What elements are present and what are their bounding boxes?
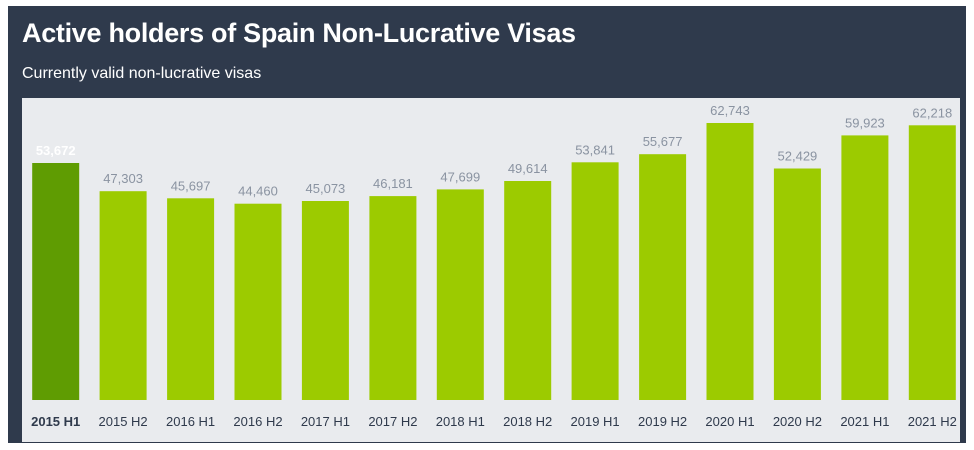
bar	[369, 196, 417, 400]
chart-title: Active holders of Spain Non-Lucrative Vi…	[22, 18, 576, 48]
bar	[32, 163, 80, 400]
bar-value-label: 53,672	[36, 143, 76, 158]
bar	[301, 201, 349, 400]
chart-subtitle: Currently valid non-lucrative visas	[22, 65, 262, 82]
bar	[234, 203, 282, 400]
bar	[571, 162, 619, 400]
x-tick-label: 2021 H2	[908, 414, 957, 429]
x-tick-label: 2016 H1	[166, 414, 215, 429]
bar	[504, 181, 552, 400]
bar-value-label: 45,073	[306, 181, 346, 196]
x-tick-label: 2015 H1	[31, 414, 80, 429]
bar-value-label: 52,429	[778, 149, 818, 164]
bar-value-label: 44,460	[238, 184, 278, 199]
x-tick-label: 2019 H1	[571, 414, 620, 429]
x-tick-label: 2019 H2	[638, 414, 687, 429]
bar-value-label: 55,677	[643, 134, 683, 149]
bar-value-label: 47,699	[440, 169, 480, 184]
bar	[841, 135, 889, 400]
bar	[436, 189, 484, 400]
x-tick-label: 2017 H2	[368, 414, 417, 429]
bar	[908, 125, 956, 401]
x-tick-label: 2021 H1	[840, 414, 889, 429]
bar-value-label: 53,841	[575, 142, 615, 157]
bar	[99, 191, 147, 400]
bar-value-label: 62,218	[912, 105, 952, 120]
bar-value-label: 45,697	[171, 178, 211, 193]
bar-value-label: 49,614	[508, 161, 548, 176]
bar-value-label: 59,923	[845, 115, 885, 130]
x-tick-label: 2018 H1	[436, 414, 485, 429]
x-tick-label: 2017 H1	[301, 414, 350, 429]
bar	[706, 123, 754, 400]
bar-value-label: 47,303	[103, 171, 143, 186]
x-tick-label: 2016 H2	[233, 414, 282, 429]
bar-value-label: 62,743	[710, 103, 750, 118]
x-tick-label: 2015 H2	[99, 414, 148, 429]
x-tick-label: 2020 H2	[773, 414, 822, 429]
bar	[773, 168, 821, 400]
bar-value-label: 46,181	[373, 176, 413, 191]
x-tick-label: 2018 H2	[503, 414, 552, 429]
x-tick-label: 2020 H1	[705, 414, 754, 429]
bar	[167, 198, 215, 400]
bar	[639, 154, 687, 400]
